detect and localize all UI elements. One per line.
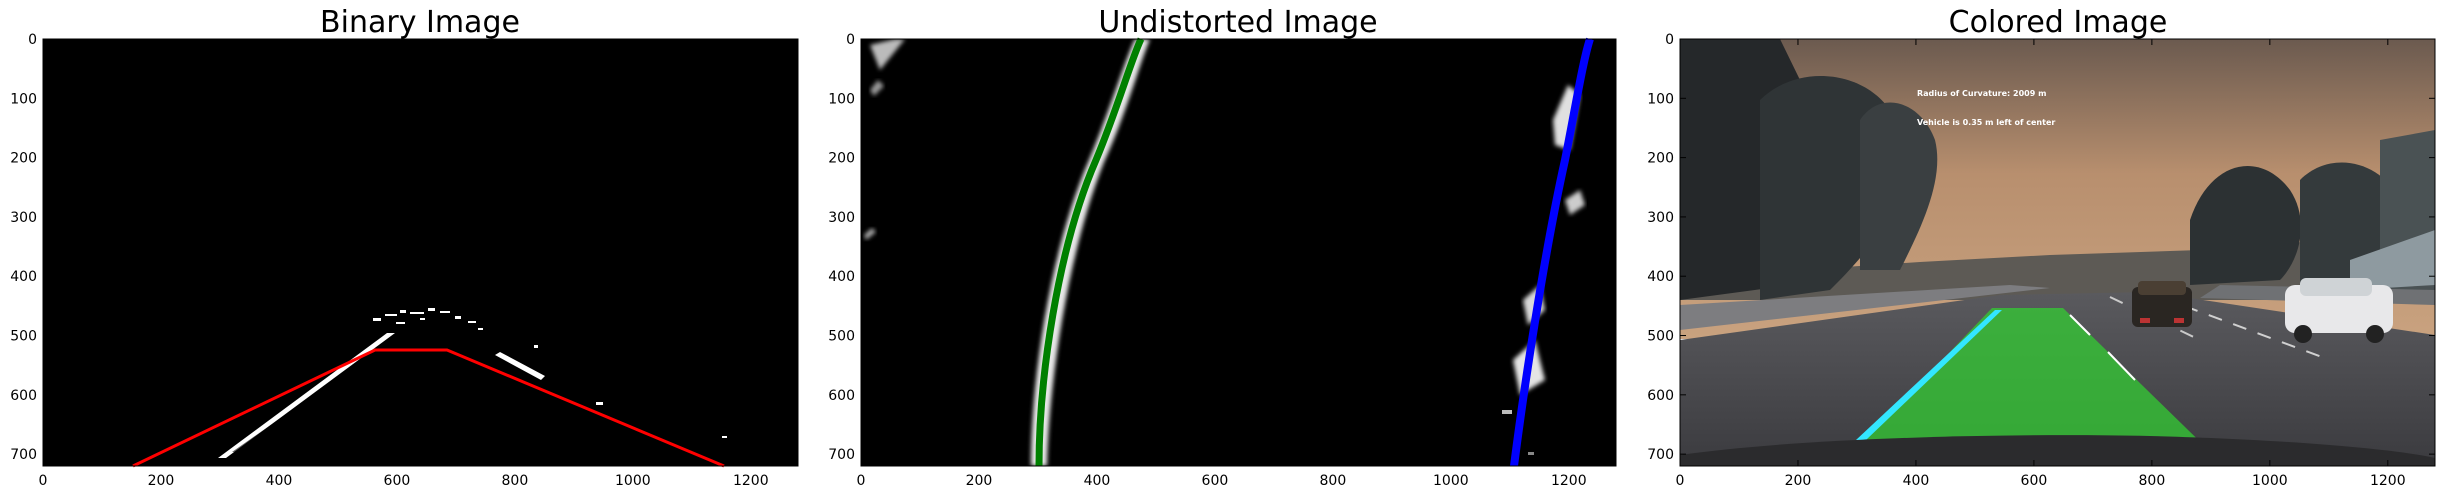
y-tick-label: 200 <box>1647 151 1674 167</box>
x-tick-label: 800 <box>1320 473 1347 489</box>
undistorted-image-axes: 0 200 400 600 800 1000 1200 0 100 200 300 400 500 600… <box>828 32 1616 489</box>
y-tick-label: 600 <box>10 388 37 404</box>
x-tick-label: 1000 <box>615 473 651 489</box>
y-tick-label: 300 <box>828 210 855 226</box>
y-tick-label: 0 <box>846 32 855 48</box>
y-tick-label: 100 <box>10 91 37 107</box>
detected-lane-area <box>1841 308 2225 466</box>
left-lane-fit-line <box>1035 37 1145 467</box>
x-tick-label: 400 <box>1084 473 1111 489</box>
y-tick-label: 200 <box>10 151 37 167</box>
x-tick-label: 0 <box>857 473 866 489</box>
y-tick-label: 700 <box>10 447 37 463</box>
undistorted-image <box>861 39 1616 466</box>
y-tick-label: 0 <box>1665 32 1674 48</box>
x-tick-label: 400 <box>1903 473 1930 489</box>
x-tick-label: 1200 <box>2370 473 2406 489</box>
x-tick-label: 400 <box>266 473 293 489</box>
y-tick-label: 400 <box>10 269 37 285</box>
binary-image <box>43 39 798 466</box>
y-tick-label: 0 <box>28 32 37 48</box>
x-tick-label: 1000 <box>2252 473 2288 489</box>
y-tick-label: 300 <box>10 210 37 226</box>
y-tick-label: 400 <box>1647 269 1674 285</box>
binary-image-axes: 0 200 400 600 800 1000 1200 0 100 200 300 400 500 600… <box>10 32 798 489</box>
y-tick-label: 300 <box>1647 210 1674 226</box>
colored-image-axes: 0 200 400 600 800 1000 1200 0 100 200 300 400 500 600… <box>1647 32 2435 489</box>
colored-image-title: Colored Image <box>1949 5 2168 40</box>
x-tick-label: 600 <box>2021 473 2048 489</box>
x-tick-label: 1200 <box>1551 473 1587 489</box>
y-tick-label: 100 <box>1647 91 1674 107</box>
colored-image-panel: Colored Image <box>1647 5 2436 489</box>
x-tick-label: 200 <box>148 473 175 489</box>
y-tick-label: 400 <box>828 269 855 285</box>
x-tick-label: 0 <box>1676 473 1685 489</box>
car-white <box>2285 278 2393 343</box>
undistorted-image-title: Undistorted Image <box>1098 5 1377 40</box>
vehicle-offset-text: Vehicle is 0.35 m left of center <box>1917 118 2055 127</box>
y-tick-label: 700 <box>828 447 855 463</box>
x-tick-label: 800 <box>502 473 529 489</box>
x-tick-label: 1200 <box>733 473 769 489</box>
y-tick-label: 100 <box>828 91 855 107</box>
y-tick-label: 500 <box>828 329 855 345</box>
x-tick-label: 200 <box>966 473 993 489</box>
colored-road-photo: Radius of Curvature: 2009 m Vehicle is 0… <box>1680 39 2435 466</box>
binary-image-panel: Binary Image 0 200 400 600 8 <box>10 5 799 489</box>
x-tick-label: 200 <box>1785 473 1812 489</box>
x-tick-label: 0 <box>39 473 48 489</box>
y-tick-label: 200 <box>828 151 855 167</box>
y-tick-label: 500 <box>10 329 37 345</box>
x-tick-label: 800 <box>2139 473 2166 489</box>
radius-of-curvature-text: Radius of Curvature: 2009 m <box>1917 89 2046 98</box>
y-tick-label: 600 <box>828 388 855 404</box>
y-tick-label: 500 <box>1647 329 1674 345</box>
car-dark <box>2132 281 2192 327</box>
x-tick-label: 600 <box>1202 473 1229 489</box>
x-tick-label: 600 <box>384 473 411 489</box>
x-tick-label: 1000 <box>1433 473 1469 489</box>
undistorted-image-panel: Undistorted Image 0 200 400 600 800 1000 12000… <box>828 5 1617 489</box>
binary-image-title: Binary Image <box>320 5 520 40</box>
region-of-interest-outline <box>132 348 725 468</box>
y-tick-label: 600 <box>1647 388 1674 404</box>
y-tick-label: 700 <box>1647 447 1674 463</box>
right-lane-fit-line <box>1510 37 1594 467</box>
